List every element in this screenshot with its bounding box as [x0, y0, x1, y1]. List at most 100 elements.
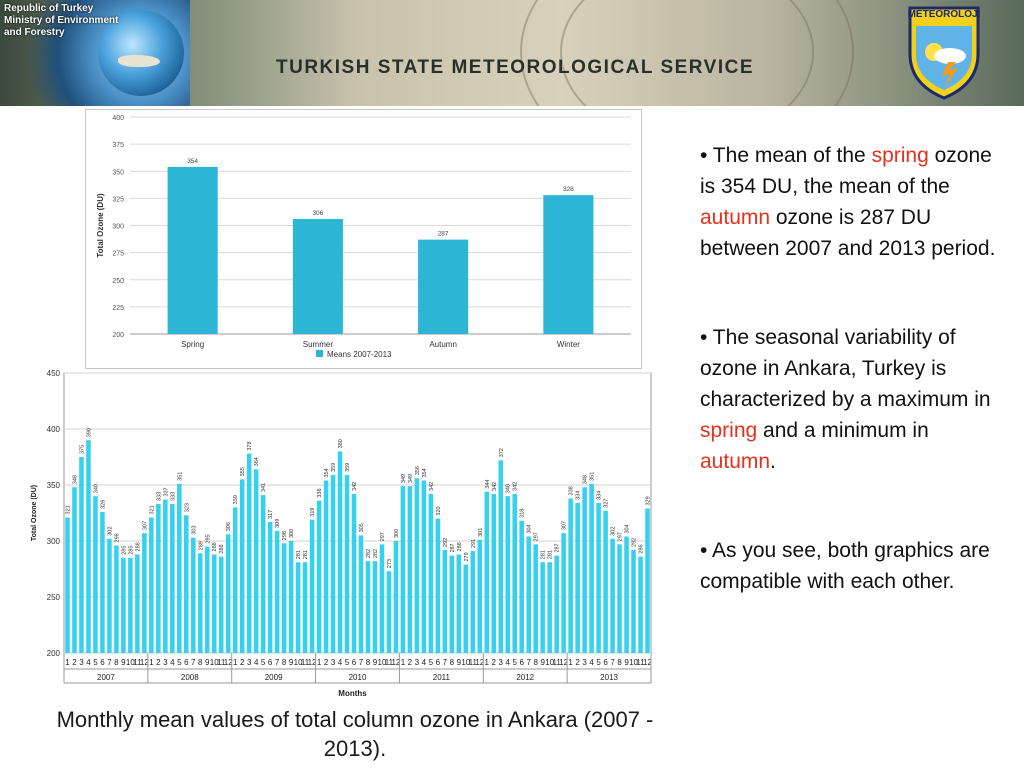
month-tick-label: 3 — [163, 658, 168, 667]
monthly-bar — [358, 535, 364, 653]
ministry-line-2: Ministry of Environment — [4, 15, 119, 26]
bar-value-label: 304 — [625, 524, 631, 533]
y-tick-label: 200 — [47, 649, 61, 658]
bar-value-label: 338 — [569, 486, 575, 495]
month-tick-label: 12 — [224, 658, 233, 667]
month-tick-label: 12 — [643, 658, 652, 667]
monthly-bar — [225, 534, 231, 653]
month-tick-label: 9 — [540, 658, 545, 667]
bar-value-label: 321 — [65, 505, 71, 514]
bar-value-label: 300 — [394, 529, 400, 538]
bar-value-label: 321 — [149, 505, 155, 514]
monthly-ozone-chart: 200 250 300 350 400 450 Total Ozone (DU) 321 1 34… — [30, 369, 656, 699]
y-tick-label: 300 — [112, 224, 124, 231]
y-tick-label: 350 — [47, 481, 61, 490]
bar-value-label: 344 — [485, 480, 491, 489]
bar-value-label: 342 — [513, 482, 519, 491]
monthly-bar — [554, 555, 559, 653]
bar-value-label: 300 — [289, 529, 295, 538]
month-tick-label: 10 — [378, 658, 387, 667]
month-tick-label: 3 — [79, 658, 84, 667]
y-tick-label: 250 — [47, 593, 61, 602]
bar-value-label: 287 — [450, 543, 456, 552]
y-tick-label: 375 — [112, 142, 124, 149]
month-tick-label: 1 — [568, 658, 573, 667]
month-tick-label: 11 — [385, 658, 394, 667]
monthly-bar — [407, 486, 413, 653]
year-tick-label: 2008 — [181, 673, 199, 682]
monthly-bar — [519, 520, 524, 653]
monthly-bar — [253, 469, 259, 653]
monthly-bar — [232, 507, 238, 653]
bar-value-label: 309 — [275, 519, 281, 528]
month-tick-label: 7 — [107, 658, 112, 667]
monthly-bar — [477, 539, 483, 653]
monthly-bar — [239, 479, 245, 653]
bar-value-label: 286 — [639, 544, 645, 553]
bar-value-label: 364 — [254, 457, 260, 466]
monthly-bar — [400, 486, 406, 653]
bar-value-label: 305 — [359, 523, 365, 532]
logo-label: METEOROLOJİ — [907, 9, 981, 20]
monthly-bar — [372, 561, 378, 653]
bar-value-label: 334 — [576, 491, 582, 500]
monthly-bar — [86, 440, 91, 653]
month-tick-label: 12 — [391, 658, 400, 667]
monthly-bar — [197, 553, 203, 653]
monthly-bar — [561, 533, 566, 653]
bar-value-label: 372 — [499, 448, 505, 457]
monthly-bar — [79, 457, 84, 653]
bar-value-label: 296 — [114, 533, 120, 542]
month-tick-label: 11 — [553, 658, 562, 667]
bar-value-label: 297 — [380, 532, 386, 541]
monthly-bar — [65, 517, 70, 653]
y-tick-label: 400 — [112, 115, 124, 122]
month-tick-label: 4 — [254, 658, 259, 667]
monthly-bar — [645, 508, 650, 653]
month-tick-label: 12 — [140, 658, 149, 667]
bar-value-label: 340 — [93, 484, 99, 493]
month-tick-label: 5 — [596, 658, 601, 667]
note-seasonal-means: • The mean of the spring ozone is 354 DU… — [700, 140, 1000, 264]
monthly-bar — [631, 549, 636, 653]
bar-value-label: 318 — [520, 509, 526, 518]
bar-value-label: 378 — [247, 441, 253, 450]
bar-value-label: 287 — [555, 543, 561, 552]
monthly-bar — [435, 518, 441, 653]
month-tick-label: 9 — [457, 658, 462, 667]
month-tick-label: 4 — [338, 658, 343, 667]
bar-value-label: 288 — [212, 542, 218, 551]
monthly-bar — [128, 557, 133, 653]
month-tick-label: 3 — [499, 658, 504, 667]
monthly-bar — [121, 557, 126, 653]
monthly-bar — [267, 521, 273, 653]
note-text: • The mean of the — [700, 144, 872, 167]
seasonal-mean-chart: 200 225 250 275 300 325 350 375 400 Total Ozone (… — [85, 109, 642, 369]
bar-value-label: 306 — [312, 210, 323, 217]
month-tick-label: 7 — [610, 658, 615, 667]
banner-dial-decoration-inner — [560, 0, 814, 106]
month-tick-label: 1 — [65, 658, 70, 667]
bar-value-label: 380 — [338, 439, 344, 448]
month-tick-label: 4 — [506, 658, 511, 667]
seasonal-chart-svg: 200 225 250 275 300 325 350 375 400 Total Ozone (… — [96, 115, 631, 359]
bar-value-label: 302 — [107, 527, 113, 536]
bar-value-label: 302 — [611, 527, 617, 536]
month-tick-label: 11 — [469, 658, 478, 667]
x-tick-label: Autumn — [429, 340, 457, 349]
monthly-bar — [456, 554, 462, 653]
bar-value-label: 281 — [541, 550, 547, 559]
bar-value-label: 319 — [310, 508, 316, 517]
month-tick-label: 2 — [492, 658, 497, 667]
year-tick-label: 2013 — [600, 673, 618, 682]
bar-value-label: 348 — [583, 475, 589, 484]
month-tick-label: 8 — [617, 658, 622, 667]
chart-caption: Monthly mean values of total column ozon… — [56, 707, 654, 761]
month-tick-label: 5 — [429, 658, 434, 667]
monthly-bar — [323, 480, 329, 653]
highlighted-term: autumn — [700, 206, 771, 229]
x-tick-label: Summer — [303, 340, 334, 349]
monthly-bar — [540, 562, 545, 653]
ministry-line-3: and Forestry — [4, 27, 65, 38]
monthly-bar — [463, 564, 469, 653]
